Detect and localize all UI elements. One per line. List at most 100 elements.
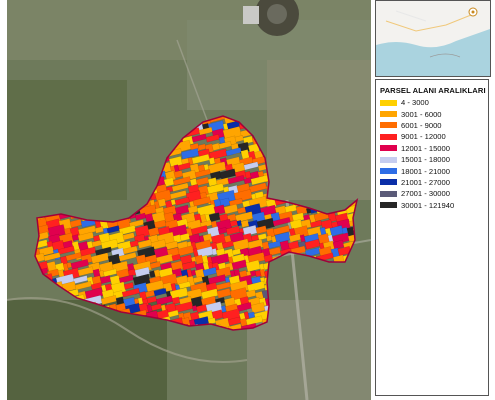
parcel[interactable] [145, 279, 165, 293]
parcel[interactable] [265, 235, 273, 242]
parcel[interactable] [272, 225, 291, 236]
parcel[interactable] [206, 183, 225, 195]
legend-swatch [380, 133, 397, 140]
parcel-map[interactable] [7, 0, 371, 400]
parcel[interactable] [207, 274, 227, 285]
parcel[interactable] [272, 217, 291, 227]
parcel[interactable] [246, 280, 266, 293]
parcel[interactable] [178, 281, 191, 290]
legend-label: 9001 - 12000 [401, 132, 446, 142]
parcel[interactable] [234, 135, 244, 143]
parcel[interactable] [190, 225, 209, 236]
parcel[interactable] [202, 267, 218, 277]
parcel[interactable] [90, 252, 110, 264]
inset-canvas [376, 1, 490, 76]
parcel[interactable] [157, 198, 167, 208]
parcel[interactable] [179, 232, 191, 242]
parcel[interactable] [90, 282, 103, 290]
parcel[interactable] [223, 203, 239, 215]
parcel[interactable] [169, 190, 187, 200]
parcel[interactable] [191, 133, 207, 143]
parcel[interactable] [106, 225, 120, 234]
parcel[interactable] [268, 246, 282, 256]
parcel[interactable] [103, 268, 118, 277]
parcel[interactable] [123, 282, 135, 290]
legend-swatch [380, 99, 397, 106]
legend-item: 21001 - 27000 [380, 177, 488, 188]
parcel[interactable] [149, 261, 162, 269]
parcel[interactable] [118, 274, 135, 284]
parcel[interactable] [77, 231, 95, 242]
parcel[interactable] [245, 259, 261, 273]
parcel[interactable] [233, 189, 253, 203]
legend-label: 12001 - 15000 [401, 143, 450, 153]
parcel[interactable] [255, 225, 268, 235]
parcel[interactable] [169, 287, 189, 300]
parcel[interactable] [194, 168, 211, 178]
parcel[interactable] [210, 253, 230, 266]
parcel[interactable] [177, 162, 191, 171]
map-canvas [7, 0, 371, 400]
parcel[interactable] [77, 266, 94, 277]
parcel[interactable] [118, 252, 137, 262]
legend-item: 15001 - 18000 [380, 154, 488, 165]
parcel[interactable] [225, 147, 242, 157]
parcel[interactable] [198, 126, 213, 136]
parcel[interactable] [153, 288, 167, 297]
parcel[interactable] [167, 309, 179, 318]
parcel[interactable] [225, 225, 241, 236]
parcel[interactable] [121, 287, 140, 298]
parcel[interactable] [332, 239, 345, 250]
parcel[interactable] [219, 168, 237, 180]
parcel[interactable] [43, 252, 61, 262]
parcel[interactable] [150, 239, 167, 250]
legend-label: 3001 - 6000 [401, 109, 442, 119]
parcel[interactable] [70, 259, 89, 270]
parcel[interactable] [122, 232, 135, 241]
location-marker-icon [468, 7, 478, 17]
locator-inset-map[interactable] [375, 0, 491, 77]
parcel[interactable] [122, 245, 138, 255]
parcel[interactable] [228, 198, 244, 207]
parcel[interactable] [74, 281, 92, 291]
legend-label: 18001 - 21000 [401, 166, 450, 176]
legend-title: PARSEL ALANI ARALIKLARI [380, 86, 486, 95]
legend-item: 12001 - 15000 [380, 143, 488, 154]
parcel[interactable] [172, 176, 192, 186]
quarry-building [243, 6, 259, 24]
legend-label: 4 - 3000 [401, 98, 429, 108]
parcel[interactable] [174, 196, 190, 206]
legend-label: 30001 - 121940 [401, 200, 455, 210]
parcel[interactable] [129, 219, 145, 228]
parcel[interactable] [181, 260, 197, 271]
parcel[interactable] [91, 239, 102, 248]
parcel[interactable] [218, 140, 232, 150]
parcel[interactable] [219, 197, 231, 208]
parcel[interactable] [250, 302, 266, 314]
parcel[interactable] [191, 153, 210, 165]
parcel[interactable] [207, 317, 217, 325]
parcel[interactable] [236, 302, 253, 312]
parcel[interactable] [146, 296, 157, 304]
sea-area [376, 29, 490, 76]
parcel[interactable] [243, 161, 259, 171]
parcel[interactable] [137, 239, 153, 249]
parcel[interactable] [205, 134, 220, 143]
parcel[interactable] [65, 252, 82, 262]
parcel[interactable] [171, 182, 189, 192]
legend-item: 9001 - 12000 [380, 131, 488, 142]
parcel[interactable] [304, 238, 321, 250]
parcel[interactable] [257, 233, 267, 241]
parcel[interactable] [100, 295, 118, 305]
parcel[interactable] [227, 175, 245, 185]
parcel[interactable] [57, 245, 75, 255]
inset-road [385, 12, 477, 32]
parcel[interactable] [245, 289, 257, 298]
legend-item: 3001 - 6000 [380, 108, 488, 119]
parcel[interactable] [171, 254, 181, 262]
parcel[interactable] [177, 245, 195, 257]
parcel[interactable] [192, 196, 212, 207]
parcel[interactable] [174, 301, 194, 313]
legend-label: 21001 - 27000 [401, 177, 450, 187]
satellite-background [7, 0, 371, 400]
